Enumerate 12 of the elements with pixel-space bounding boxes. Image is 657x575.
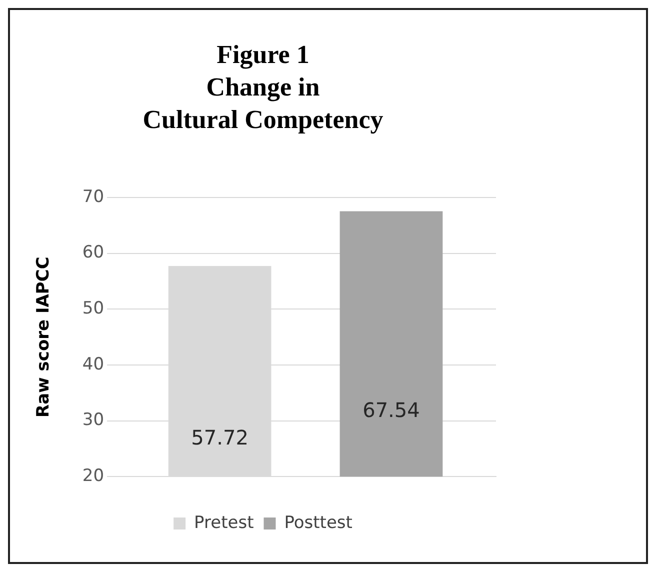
y-tick-label: 70 [82,186,104,207]
y-tick-label: 60 [82,242,104,263]
chart-title: Figure 1 Change in Cultural Competency [142,40,384,134]
y-tick-label: 50 [82,298,104,319]
legend-label: Posttest [284,512,353,533]
data-label: 57.72 [191,425,248,450]
y-tick-label: 40 [82,354,104,374]
data-label: 67.54 [362,398,420,422]
y-tick-label: 20 [82,466,104,486]
legend-label: Pretest [194,512,254,533]
y-axis-title: Raw score IAPCC [34,256,54,418]
y-tick-label: 30 [82,410,104,430]
